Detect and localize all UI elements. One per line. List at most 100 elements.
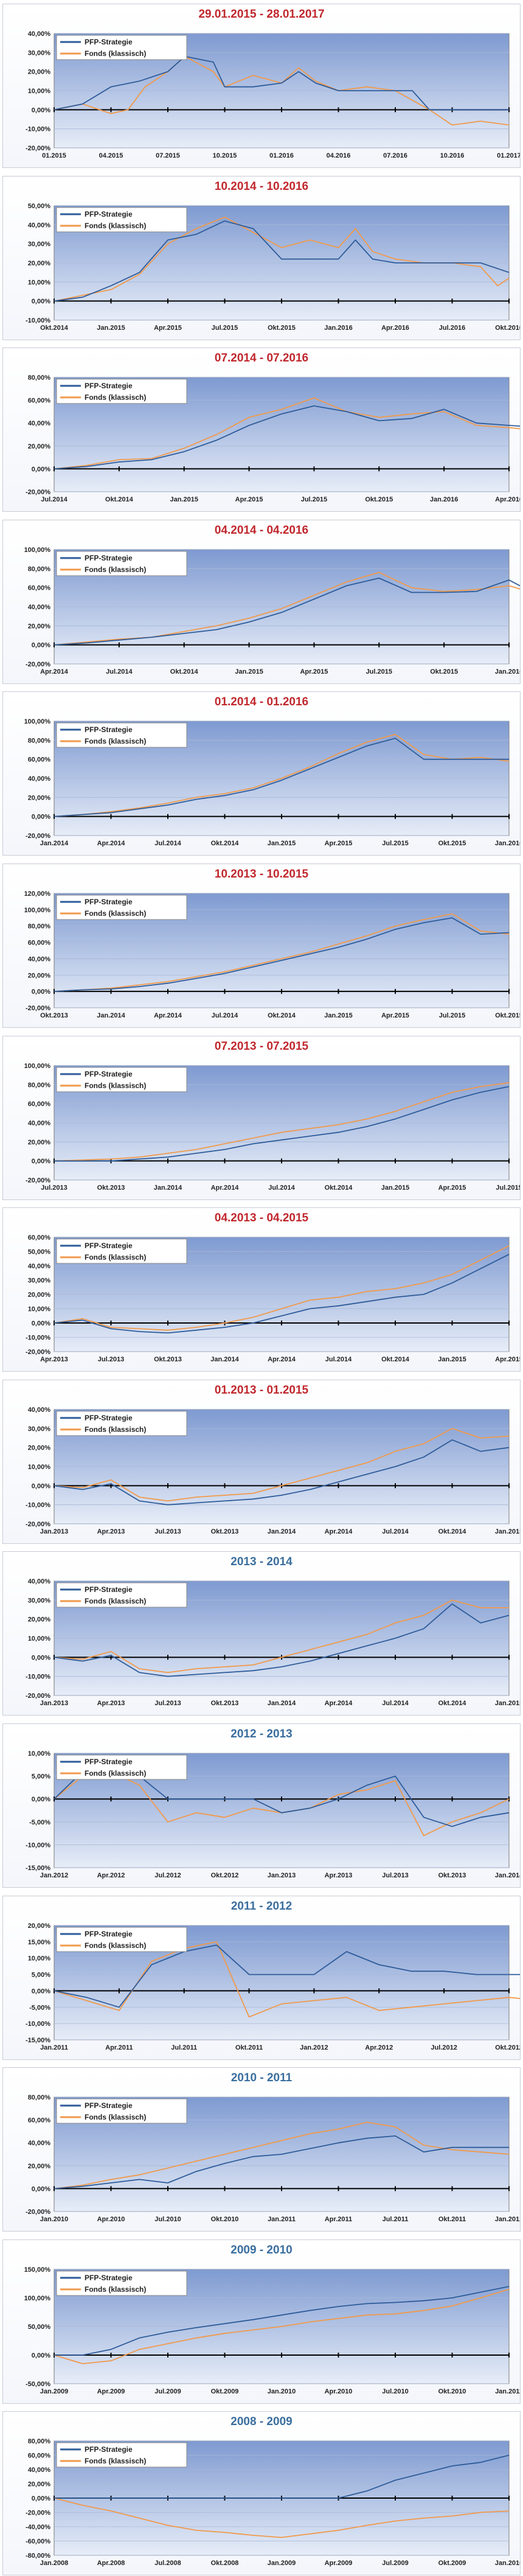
legend-box <box>56 551 187 576</box>
x-tick-label: Jan.2012 <box>300 2044 328 2051</box>
x-tick-label: Jan.2014 <box>268 1700 296 1707</box>
x-tick-label: Jul.2013 <box>154 1700 181 1707</box>
series-line-pfp <box>54 1086 510 1162</box>
y-tick-label: -50,00% <box>26 2381 50 2388</box>
y-tick-label: 0,00% <box>32 641 50 649</box>
chart-title: 01.2013 - 01.2015 <box>214 1383 309 1397</box>
x-tick-label: Apr.2011 <box>105 2044 133 2051</box>
legend: PFP-Strategie Fonds (klassisch) <box>56 1238 187 1264</box>
y-tick-label: 20,00% <box>28 795 51 802</box>
chart-panel: 29.01.2015 - 28.01.2017 40,00% 30,00% 20,00… <box>2 4 521 168</box>
y-tick-label: 0,00% <box>32 2186 50 2193</box>
legend: PFP-Strategie Fonds (klassisch) <box>56 895 187 920</box>
x-tick-label: Apr.2014 <box>325 1528 353 1535</box>
line-chart: 10,00%5,00%0,00%-5,00%-10,00%-15,00%Jan.… <box>26 1750 520 1879</box>
line-chart: 100,00% 80,00% 60,00% 40,00% 20,00% 0,00% -20,… <box>24 1063 520 1192</box>
y-tick-label: 0,00% <box>32 1655 50 1662</box>
x-tick-label: Okt.2014 <box>268 1012 296 1019</box>
legend-label: Fonds (klassisch) <box>85 2457 146 2465</box>
x-tick-label: Jul.2015 <box>382 840 408 847</box>
x-tick-label: Jan.2009 <box>40 2388 68 2395</box>
x-tick-label: Apr.2014 <box>325 1700 353 1707</box>
y-tick-label: -20,00% <box>26 1177 50 1184</box>
y-tick-label: 80,00% <box>28 374 51 382</box>
y-tick-label: 80,00% <box>28 923 51 930</box>
y-tick-label: 50,00% <box>28 2323 51 2331</box>
x-tick-label: Jul.2010 <box>154 2216 181 2223</box>
chart-title: 04.2013 - 04.2015 <box>214 1212 309 1225</box>
x-tick-label: Jul.2012 <box>154 1872 181 1879</box>
x-tick-label: 01.2017 <box>497 152 520 159</box>
x-tick-label: Jan.2015 <box>97 324 125 332</box>
x-tick-label: Jul.2014 <box>268 1184 295 1192</box>
x-tick-label: Okt.2016 <box>495 324 520 332</box>
x-tick-label: Jan.2010 <box>268 2388 296 2395</box>
x-tick-label: Jan.2014 <box>154 1184 182 1192</box>
legend: PFP-Strategie Fonds (klassisch) <box>56 1927 187 1952</box>
x-tick-label: Jan.2010 <box>40 2216 68 2223</box>
x-tick-label: Jul.2009 <box>154 2388 181 2395</box>
y-tick-label: 80,00% <box>28 1081 51 1089</box>
x-tick-label: Jul.2014 <box>154 840 181 847</box>
x-tick-label: Apr.2013 <box>97 1528 125 1535</box>
y-tick-label: 20,00% <box>28 1616 51 1624</box>
legend-label: Fonds (klassisch) <box>85 2285 146 2294</box>
x-tick-label: Jul.2015 <box>439 1012 465 1019</box>
x-tick-label: Apr.2015 <box>381 1012 409 1019</box>
legend-label: PFP-Strategie <box>85 210 133 218</box>
chart-panel: 01.2014 - 01.2016 100,00% 80,00% 60,00% 40,0… <box>2 691 521 856</box>
x-tick-label: Jul.2016 <box>439 324 465 332</box>
legend-box <box>56 1582 187 1608</box>
series-line-pfp <box>54 2286 510 2356</box>
y-tick-label: 100,00% <box>24 2295 51 2302</box>
x-tick-label: Apr.2010 <box>325 2388 353 2395</box>
chart-panel: 2010 - 2011 80,00% 60,00% 40,00% 20,00% 0,00%… <box>2 2067 521 2232</box>
legend-label: Fonds (klassisch) <box>85 2113 146 2121</box>
x-tick-label: Apr.2014 <box>211 1184 240 1192</box>
y-tick-label: 10,00% <box>28 1306 51 1313</box>
x-tick-label: Okt.2009 <box>211 2388 239 2395</box>
legend-box <box>56 1927 187 1952</box>
chart-panel: 2012 - 2013 10,00% 5,00% 0,00% -5,00% -10,00%… <box>2 1723 521 1888</box>
x-tick-label: Apr.2009 <box>325 2560 353 2567</box>
legend-box <box>56 1754 187 1780</box>
legend-box <box>56 2442 187 2468</box>
x-tick-label: Okt.2014 <box>325 1184 353 1192</box>
y-tick-label: 20,00% <box>28 623 51 630</box>
y-tick-label: 0,00% <box>32 2495 50 2502</box>
y-tick-label: -20,00% <box>26 1349 50 1356</box>
x-tick-label: Okt.2012 <box>211 1872 239 1879</box>
y-tick-label: 0,00% <box>32 106 50 114</box>
x-tick-label: Jan.2015 <box>495 1528 520 1535</box>
legend: PFP-Strategie Fonds (klassisch) <box>56 551 187 576</box>
line-chart: 40,00% 30,00% 20,00% 10,00% 0,00% -10,00% -20,… <box>26 30 520 159</box>
y-tick-label: 10,00% <box>28 1750 51 1757</box>
chart-panel: 07.2014 - 07.2016 80,00% 60,00% 40,00% 20,00… <box>2 347 521 512</box>
x-tick-label: Jan.2016 <box>495 668 520 675</box>
x-tick-label: Jul.2015 <box>212 324 238 332</box>
chart-title: 01.2014 - 01.2016 <box>214 696 309 709</box>
x-tick-label: 04.2015 <box>99 152 123 159</box>
legend: PFP-Strategie Fonds (klassisch) <box>56 1582 187 1608</box>
x-tick-label: Apr.2012 <box>365 2044 393 2051</box>
chart-title: 10.2013 - 10.2015 <box>214 868 309 881</box>
y-tick-label: -10,00% <box>26 2020 50 2028</box>
y-tick-label: -60,00% <box>26 2538 50 2546</box>
x-tick-label: Jan.2015 <box>324 1012 352 1019</box>
series-line-fonds <box>54 397 520 470</box>
legend-label: Fonds (klassisch) <box>85 737 146 745</box>
legend: PFP-Strategie Fonds (klassisch) <box>56 1754 187 1780</box>
x-tick-label: Apr.2012 <box>97 1872 125 1879</box>
line-chart: 120,00% 100,00% 80,00% 60,00% 40,00% 20,00% 0,… <box>24 890 520 1019</box>
x-tick-label: Jan.2015 <box>438 1356 466 1363</box>
legend-box <box>56 1238 187 1264</box>
x-tick-label: Jan.2013 <box>40 1700 68 1707</box>
y-tick-label: 60,00% <box>28 1100 51 1108</box>
y-tick-label: 10,00% <box>28 88 51 95</box>
y-tick-label: 0,00% <box>32 1988 50 1995</box>
x-tick-label: 10.2015 <box>213 152 237 159</box>
series-line-pfp <box>54 405 520 470</box>
y-tick-label: 40,00% <box>28 775 51 783</box>
y-tick-label: 60,00% <box>28 584 51 592</box>
legend-label: Fonds (klassisch) <box>85 49 146 58</box>
